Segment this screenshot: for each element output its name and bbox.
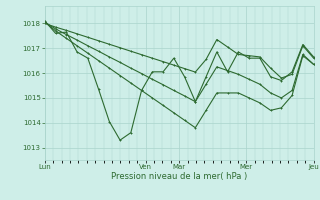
X-axis label: Pression niveau de la mer( hPa ): Pression niveau de la mer( hPa ) — [111, 172, 247, 181]
